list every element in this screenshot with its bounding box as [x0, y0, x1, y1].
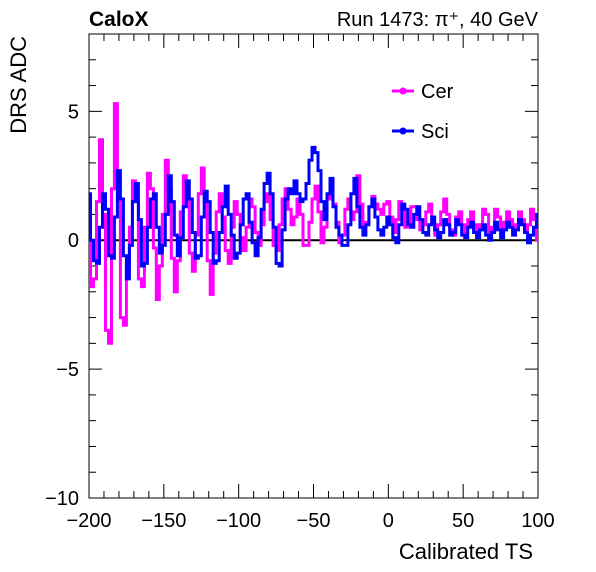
series-line-sci [89, 145, 538, 281]
y-axis-label: DRS ADC [6, 36, 31, 134]
legend-label-cer: Cer [421, 81, 454, 103]
legend-label-sci: Sci [421, 121, 449, 143]
x-tick-label: 0 [383, 510, 394, 532]
x-tick-label: 50 [452, 510, 474, 532]
legend-marker-cer [399, 87, 407, 95]
y-tick-label: 5 [68, 101, 79, 123]
y-tick-label: −5 [56, 359, 79, 381]
x-tick-label: −200 [66, 510, 111, 532]
header-left-label: CaloX [89, 8, 149, 31]
x-axis-label: Calibrated TS [399, 539, 533, 564]
x-tick-label: −150 [141, 510, 186, 532]
y-tick-label: 0 [68, 230, 79, 252]
header-right-label: Run 1473: π⁺, 40 GeV [337, 9, 539, 31]
y-tick-label: −10 [45, 488, 79, 510]
legend-marker-sci [399, 127, 407, 135]
x-tick-label: −50 [297, 510, 331, 532]
series-line-cer [89, 102, 538, 345]
x-tick-label: −100 [216, 510, 261, 532]
x-tick-label: 100 [521, 510, 554, 532]
